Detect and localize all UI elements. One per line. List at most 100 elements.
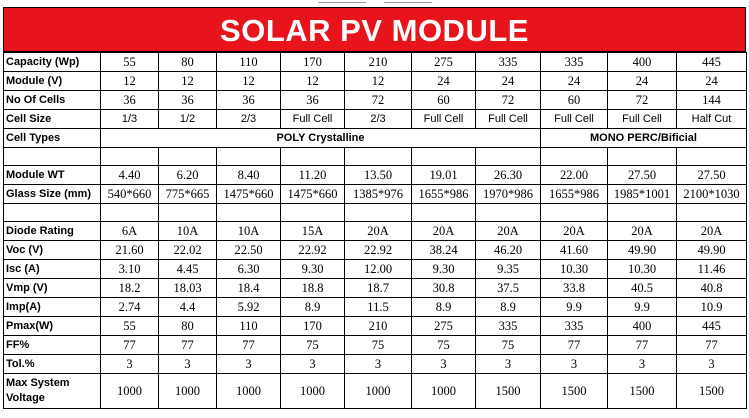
diode-rating-row-cell: 20A xyxy=(411,221,476,241)
vmp-row-label: Vmp (V) xyxy=(3,278,101,298)
glass-size-row-cell: 1655*986 xyxy=(411,184,476,204)
fill-factor-row-cell: 77 xyxy=(540,335,608,355)
diode-rating-row-cell: 20A xyxy=(607,221,677,241)
pmax-row-cell: 80 xyxy=(158,316,217,336)
spacer-row-2-cell xyxy=(607,203,677,222)
fill-factor-row-label: FF% xyxy=(3,335,101,355)
module-voltage-row-cell: 24 xyxy=(475,71,541,91)
tolerance-row-cell: 3 xyxy=(540,354,608,374)
spacer-row-1-cell xyxy=(411,147,476,166)
imp-row-cell: 8.9 xyxy=(475,297,541,317)
cells-row-cell: 36 xyxy=(216,90,281,110)
max-system-voltage-row-label: Max System Voltage xyxy=(3,373,101,409)
fill-factor-row-cell: 77 xyxy=(676,335,747,355)
capacity-row: Capacity (Wp) 55 80 110 170 210 275 335 335 400 44… xyxy=(3,52,747,72)
max-system-voltage-row-cell: 1000 xyxy=(280,373,345,409)
capacity-row-cell: 335 xyxy=(540,52,608,72)
max-system-voltage-row-cell: 1000 xyxy=(216,373,281,409)
pmax-row: Pmax(W) 55 80 110 170 210 275 335 335 400 445 xyxy=(3,316,747,336)
pmax-row-cell: 170 xyxy=(280,316,345,336)
imp-row-label: Imp(A) xyxy=(3,297,101,317)
module-voltage-row-cell: 12 xyxy=(100,71,159,91)
fill-factor-row-cell: 75 xyxy=(411,335,476,355)
voc-row-cell: 46.20 xyxy=(475,240,541,260)
imp-row-cell: 10.9 xyxy=(676,297,747,317)
tolerance-row-cell: 3 xyxy=(280,354,345,374)
module-weight-row-cell: 13.50 xyxy=(344,165,412,185)
module-weight-row-cell: 19.01 xyxy=(411,165,476,185)
cell-size-row-cell: Full Cell xyxy=(280,109,345,129)
cells-row-cell: 72 xyxy=(475,90,541,110)
voc-row-cell: 22.92 xyxy=(344,240,412,260)
spacer-row-2-cell xyxy=(280,203,345,222)
tolerance-row-cell: 3 xyxy=(100,354,159,374)
vmp-row-cell: 18.7 xyxy=(344,278,412,298)
module-weight-row-cell: 26.30 xyxy=(475,165,541,185)
diode-rating-row-cell: 10A xyxy=(216,221,281,241)
module-voltage-row-cell: 12 xyxy=(344,71,412,91)
voc-row-cell: 22.50 xyxy=(216,240,281,260)
capacity-row-cell: 275 xyxy=(411,52,476,72)
tolerance-row-cell: 3 xyxy=(676,354,747,374)
capacity-row-cell: 400 xyxy=(607,52,677,72)
diode-rating-row-cell: 20A xyxy=(676,221,747,241)
cells-row-cell: 72 xyxy=(607,90,677,110)
glass-size-row-cell: 1970*986 xyxy=(475,184,541,204)
spec-table-body: Capacity (Wp) 55 80 110 170 210 275 335 335 400 44… xyxy=(3,52,747,409)
fill-factor-row-cell: 77 xyxy=(607,335,677,355)
spacer-row-2 xyxy=(3,203,747,222)
module-voltage-row-cell: 24 xyxy=(540,71,608,91)
spacer-row-1-cell xyxy=(216,147,281,166)
glass-size-row-cell: 1385*976 xyxy=(344,184,412,204)
cells-row-cell: 36 xyxy=(100,90,159,110)
cell-size-row-cell: 2/3 xyxy=(344,109,412,129)
module-weight-row-cell: 22.00 xyxy=(540,165,608,185)
cells-row-cell: 72 xyxy=(344,90,412,110)
glass-size-row-cell: 775*665 xyxy=(158,184,217,204)
cell-size-row-cell: Full Cell xyxy=(607,109,677,129)
spacer-row-1-cell xyxy=(344,147,412,166)
glass-size-row: Glass Size (mm) 540*660 775*665 1475*660 147… xyxy=(3,184,747,204)
vmp-row-cell: 40.8 xyxy=(676,278,747,298)
module-voltage-row-cell: 24 xyxy=(676,71,747,91)
fill-factor-row-cell: 75 xyxy=(475,335,541,355)
vmp-row-cell: 18.03 xyxy=(158,278,217,298)
diode-rating-row-cell: 10A xyxy=(158,221,217,241)
tolerance-row-cell: 3 xyxy=(344,354,412,374)
capacity-row-cell: 445 xyxy=(676,52,747,72)
vmp-row-cell: 18.4 xyxy=(216,278,281,298)
tolerance-row-cell: 3 xyxy=(475,354,541,374)
spacer-row-1-cell xyxy=(607,147,677,166)
imp-row-cell: 2.74 xyxy=(100,297,159,317)
spacer-row-1-cell xyxy=(3,147,101,166)
max-system-voltage-row: Max System Voltage 1000 1000 1000 1000 1000 10… xyxy=(3,373,747,409)
pmax-row-cell: 110 xyxy=(216,316,281,336)
isc-row-cell: 10.30 xyxy=(607,259,677,279)
isc-row-cell: 9.35 xyxy=(475,259,541,279)
voc-row-cell: 49.90 xyxy=(607,240,677,260)
diode-rating-row-cell: 20A xyxy=(475,221,541,241)
isc-row-cell: 6.30 xyxy=(216,259,281,279)
tolerance-row-cell: 3 xyxy=(158,354,217,374)
voc-row-label: Voc (V) xyxy=(3,240,101,260)
max-system-voltage-row-cell: 1000 xyxy=(100,373,159,409)
diode-rating-row-cell: 20A xyxy=(344,221,412,241)
diode-rating-row-cell: 15A xyxy=(280,221,345,241)
diode-rating-row-cell: 20A xyxy=(540,221,608,241)
max-system-voltage-row-cell: 1500 xyxy=(676,373,747,409)
poly-crystalline-group: POLY Crystalline xyxy=(100,128,541,148)
vmp-row-cell: 33.8 xyxy=(540,278,608,298)
cell-size-row: Cell Size 1/3 1/2 2/3 Full Cell 2/3 Full Cell F… xyxy=(3,109,747,129)
fill-factor-row-cell: 75 xyxy=(280,335,345,355)
module-voltage-row-cell: 12 xyxy=(158,71,217,91)
capacity-row-cell: 55 xyxy=(100,52,159,72)
module-weight-row-cell: 27.50 xyxy=(676,165,747,185)
capacity-row-cell: 80 xyxy=(158,52,217,72)
cells-row: No Of Cells 36 36 36 36 72 60 72 60 72 144 xyxy=(3,90,747,110)
top-rule-right xyxy=(384,2,432,3)
vmp-row-cell: 37.5 xyxy=(475,278,541,298)
spacer-row-2-cell xyxy=(100,203,159,222)
page-title: SOLAR PV MODULE xyxy=(3,7,746,52)
vmp-row-cell: 40.5 xyxy=(607,278,677,298)
glass-size-row-cell: 540*660 xyxy=(100,184,159,204)
